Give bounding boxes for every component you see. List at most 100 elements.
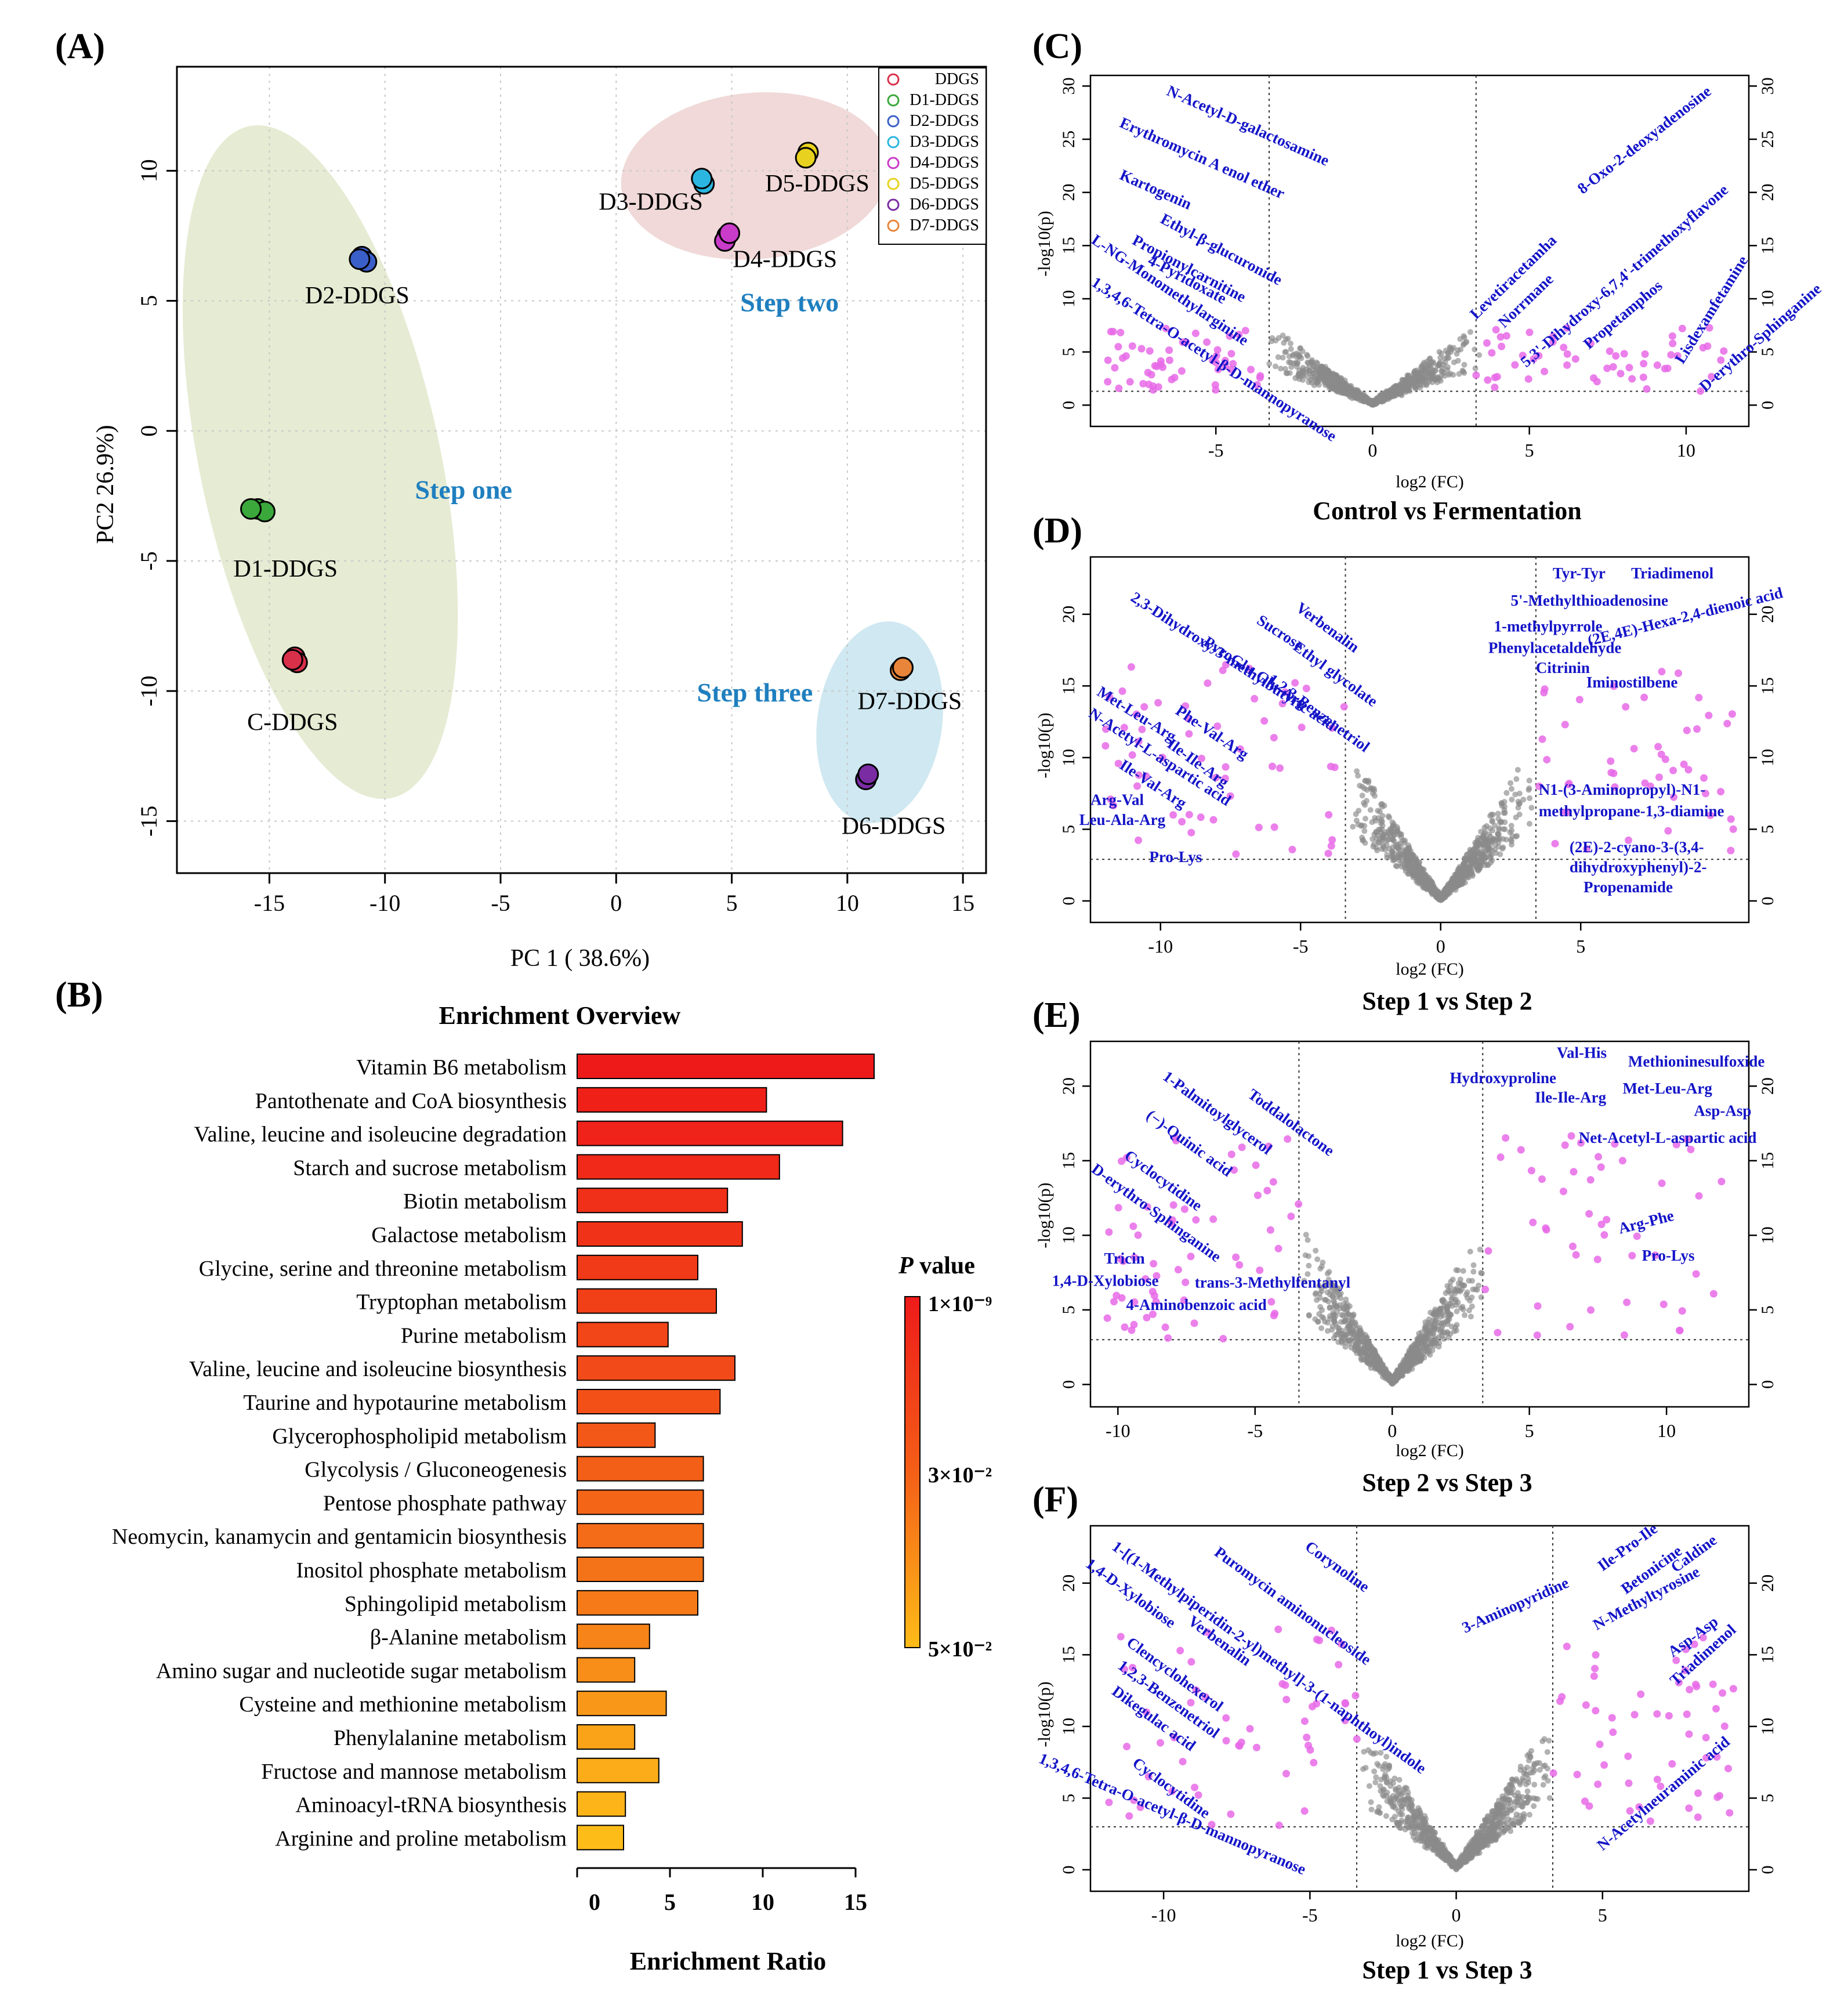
sig-point <box>1620 350 1628 358</box>
legend-label: D2-DDGS <box>909 112 979 130</box>
ns-point <box>1389 836 1395 842</box>
y-tick-label-right: 20 <box>1758 606 1777 623</box>
ns-point <box>1362 778 1368 784</box>
ns-point <box>1433 1340 1439 1346</box>
sig-point <box>1110 1298 1118 1306</box>
x-tick-label: 10 <box>1677 440 1695 461</box>
enrichment-bar <box>577 1757 660 1783</box>
pathway-label: Vitamin B6 metabolism <box>356 1055 567 1080</box>
sig-point <box>1274 1626 1282 1634</box>
enrichment-bar <box>577 1623 650 1649</box>
ns-point <box>1490 837 1496 843</box>
metabolite-label: Hydroxyproline <box>1450 1069 1557 1087</box>
sig-point <box>1567 1132 1575 1140</box>
sig-point <box>1664 827 1672 835</box>
enrichment-bar <box>577 1054 875 1079</box>
step-region-1 <box>182 125 458 799</box>
y-tick-label-right: 30 <box>1758 77 1777 95</box>
ns-point <box>1371 1768 1378 1775</box>
ns-point <box>1448 1861 1454 1867</box>
sig-point <box>1596 1740 1604 1749</box>
ns-point <box>1496 835 1503 842</box>
sig-point <box>1641 350 1649 358</box>
metabolite-label: Net-Acetyl-L-aspartic acid <box>1579 1129 1757 1146</box>
panel-label-f: (F) <box>1032 1480 1078 1519</box>
sig-point <box>1628 1251 1636 1259</box>
ns-point <box>1357 390 1364 396</box>
sig-point <box>1575 696 1584 704</box>
ns-point <box>1350 1311 1357 1318</box>
sig-point <box>1565 780 1573 788</box>
sig-point <box>1238 1143 1246 1152</box>
sig-point <box>1543 755 1551 763</box>
ns-point <box>1472 1286 1479 1293</box>
y-tick-label-right: 10 <box>1758 749 1777 766</box>
ns-point <box>1357 1339 1363 1345</box>
sig-point <box>1197 754 1205 762</box>
group-label: C-DDGS <box>247 709 338 736</box>
ns-point <box>1377 1783 1383 1789</box>
sig-point <box>1263 1186 1271 1195</box>
ns-point <box>1394 828 1400 834</box>
ns-point <box>1414 1349 1421 1355</box>
sig-point <box>1534 1302 1542 1310</box>
pca-point <box>349 248 371 270</box>
ns-point <box>1453 1327 1459 1334</box>
sig-point <box>1130 1254 1139 1262</box>
sig-point <box>1571 355 1579 363</box>
sig-point <box>1128 1663 1136 1671</box>
ns-point <box>1359 784 1365 790</box>
metabolite-label: Met-Leu-Arg <box>1622 1080 1712 1097</box>
sig-point <box>1620 1331 1628 1339</box>
ns-point <box>1356 808 1362 814</box>
ns-point <box>1436 376 1442 382</box>
sig-point <box>1128 751 1136 759</box>
ns-point <box>1280 354 1286 361</box>
sig-point <box>1717 356 1725 364</box>
sig-point <box>1540 689 1548 697</box>
ns-point <box>1450 372 1456 378</box>
sig-point <box>1219 667 1227 675</box>
ns-point <box>1361 823 1368 829</box>
ns-point <box>1509 1783 1515 1789</box>
legend-marker <box>887 198 900 211</box>
sig-point <box>1187 1699 1195 1707</box>
legend-marker <box>887 178 900 190</box>
ns-point <box>1386 831 1392 837</box>
ns-point <box>1483 1822 1489 1828</box>
volcano-c-xlabel: log2 (FC) <box>1396 472 1464 491</box>
sig-point <box>1115 384 1123 392</box>
sig-point <box>1517 1146 1525 1154</box>
sig-point <box>1303 1733 1311 1742</box>
ns-point <box>1450 1295 1456 1301</box>
y-tick-label: 10 <box>1059 1718 1078 1735</box>
sig-point <box>1690 1640 1698 1648</box>
ns-point <box>1458 346 1464 353</box>
sig-point <box>1608 1714 1616 1722</box>
metabolite-label: Tricin <box>1104 1250 1145 1267</box>
ns-point <box>1383 1774 1390 1780</box>
sig-point <box>1726 1809 1734 1817</box>
sig-point <box>1120 1665 1128 1673</box>
ns-point <box>1526 785 1532 791</box>
legend-marker <box>887 115 900 128</box>
sig-point <box>1306 1746 1314 1754</box>
pathway-label: Inositol phosphate metabolism <box>296 1558 567 1583</box>
ns-point <box>1423 1344 1430 1350</box>
sig-point <box>1278 1680 1287 1688</box>
volcano-e-xlabel: log2 (FC) <box>1396 1441 1464 1460</box>
sig-point <box>1538 1175 1546 1183</box>
panel-label-e: (E) <box>1032 996 1081 1035</box>
sig-point <box>1139 379 1147 388</box>
ns-point <box>1394 855 1401 861</box>
sig-point <box>1635 1803 1643 1811</box>
ns-point <box>1508 823 1514 829</box>
ns-point <box>1406 1347 1412 1353</box>
sig-point <box>1111 364 1119 372</box>
sig-point <box>1709 1680 1717 1688</box>
y-tick-label: -15 <box>136 806 162 837</box>
ns-point <box>1537 1767 1543 1773</box>
y-tick-label-right: 15 <box>1758 677 1777 694</box>
ns-point <box>1305 1271 1311 1277</box>
sig-point <box>1702 1754 1711 1762</box>
